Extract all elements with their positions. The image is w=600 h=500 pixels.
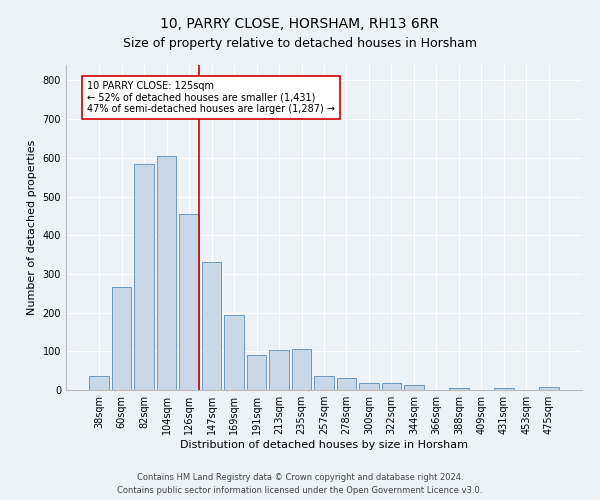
Y-axis label: Number of detached properties: Number of detached properties	[27, 140, 37, 315]
X-axis label: Distribution of detached houses by size in Horsham: Distribution of detached houses by size …	[180, 440, 468, 450]
Text: 10, PARRY CLOSE, HORSHAM, RH13 6RR: 10, PARRY CLOSE, HORSHAM, RH13 6RR	[161, 18, 439, 32]
Bar	[494, 388, 514, 390]
Bar	[202, 262, 221, 390]
Text: Contains HM Land Registry data © Crown copyright and database right 2024.
Contai: Contains HM Land Registry data © Crown c…	[118, 474, 482, 495]
Bar	[404, 385, 424, 390]
Bar	[224, 314, 244, 390]
Bar	[314, 376, 334, 390]
Bar	[179, 214, 199, 390]
Bar	[247, 355, 266, 390]
Bar	[269, 350, 289, 390]
Bar	[292, 350, 311, 390]
Bar	[89, 376, 109, 390]
Text: 10 PARRY CLOSE: 125sqm
← 52% of detached houses are smaller (1,431)
47% of semi-: 10 PARRY CLOSE: 125sqm ← 52% of detached…	[86, 81, 335, 114]
Bar	[382, 384, 401, 390]
Bar	[157, 156, 176, 390]
Bar	[337, 378, 356, 390]
Bar	[539, 388, 559, 390]
Bar	[359, 383, 379, 390]
Bar	[134, 164, 154, 390]
Text: Size of property relative to detached houses in Horsham: Size of property relative to detached ho…	[123, 38, 477, 51]
Bar	[449, 388, 469, 390]
Bar	[112, 288, 131, 390]
